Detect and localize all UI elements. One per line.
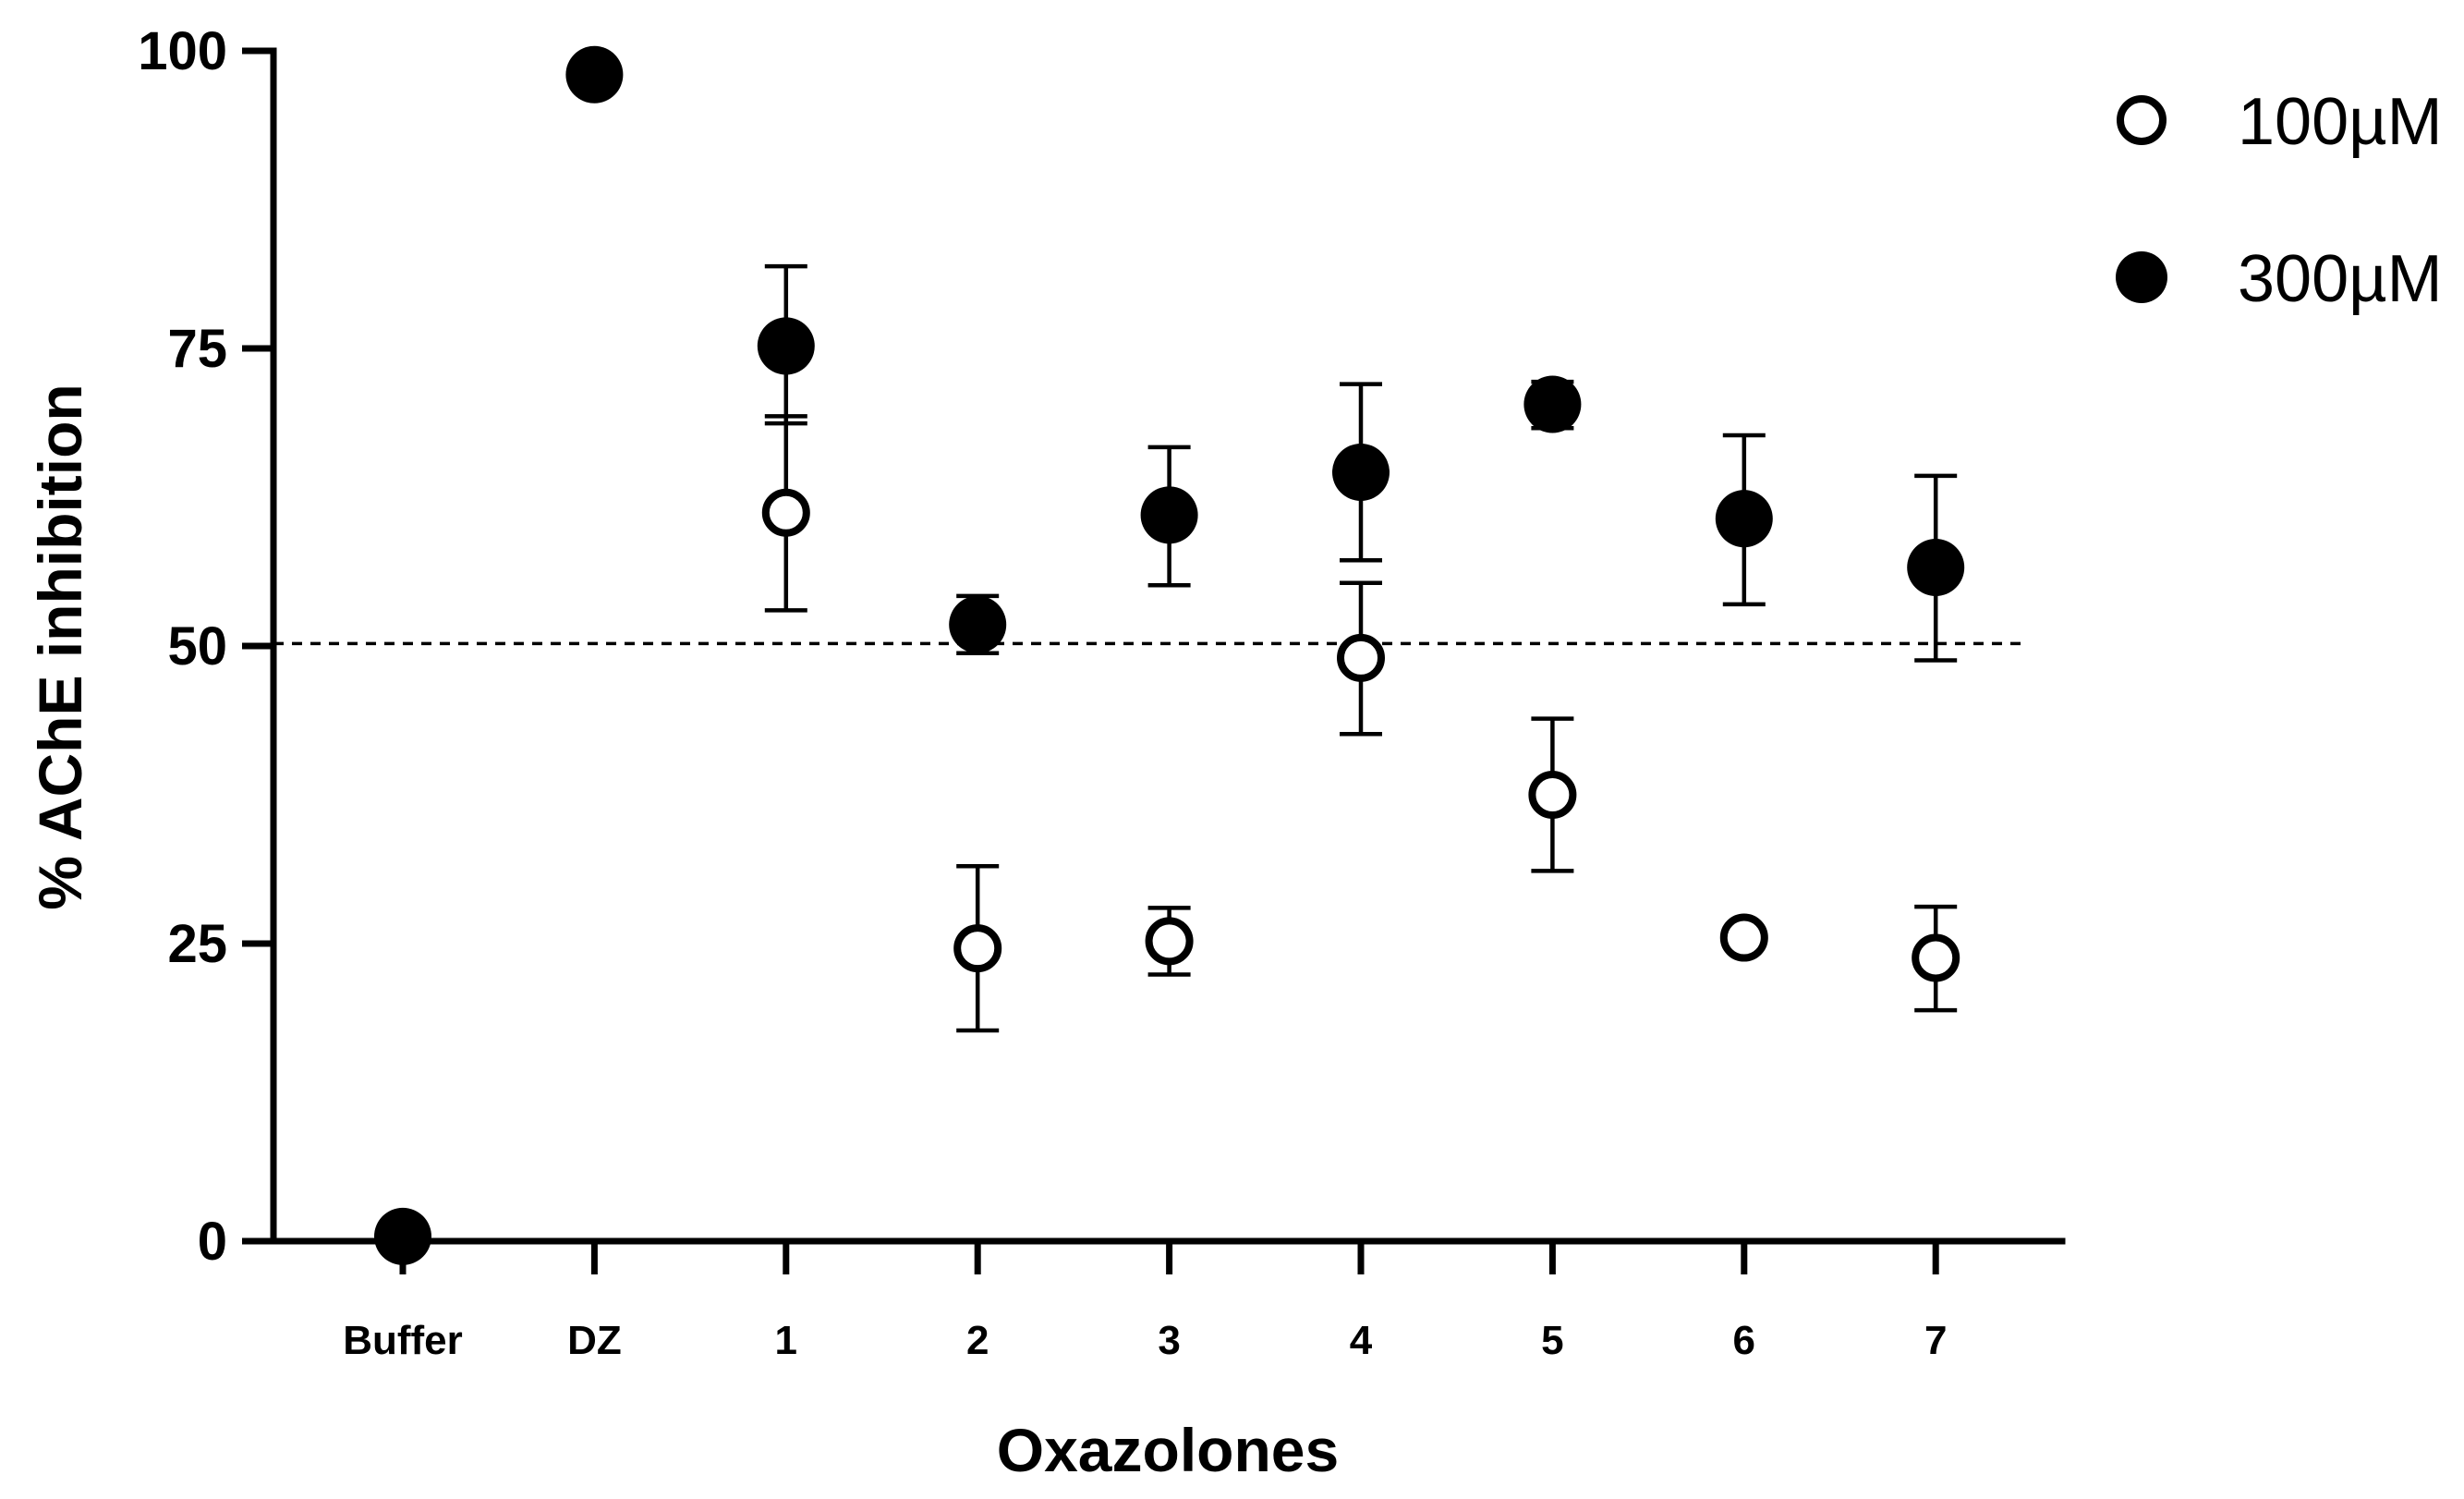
y-tick-label: 0 (198, 1212, 227, 1272)
axes: 0 25 50 75 100 Buffer DZ 1 2 3 4 5 6 7 (138, 21, 2066, 1363)
data-point-100uM (1912, 933, 1960, 982)
legend: 100µM 300µM (2116, 85, 2443, 316)
data-point-100uM (1528, 771, 1577, 819)
legend-label: 300µM (2238, 242, 2443, 316)
data-point-300uM (757, 317, 815, 375)
x-tick-label: 1 (775, 1318, 797, 1363)
x-tick-label: 7 (1924, 1318, 1947, 1363)
x-tick-label: 6 (1733, 1318, 1755, 1363)
data-point-100uM (1719, 913, 1768, 962)
data-point-300uM (1523, 375, 1582, 433)
y-tick-label: 75 (167, 319, 227, 379)
data-point-100uM (761, 488, 810, 537)
data-point-100uM (953, 924, 1002, 973)
legend-marker-300uM (2116, 251, 2167, 303)
x-tick-label: Buffer (343, 1318, 463, 1363)
x-tick-label: 3 (1158, 1318, 1180, 1363)
x-tick-label: 5 (1541, 1318, 1563, 1363)
data-point-300uM (949, 595, 1007, 653)
y-tick-label: 50 (167, 616, 227, 676)
x-tick-label: 2 (966, 1318, 989, 1363)
y-tick-label: 25 (167, 914, 227, 974)
data-point-300uM (374, 1207, 431, 1265)
y-tick-label: 100 (138, 21, 227, 81)
x-axis-title: Oxazolones (997, 1416, 1339, 1484)
plot-area (273, 45, 2028, 1265)
data-point-100uM (1145, 917, 1194, 966)
legend-marker-100uM (2117, 95, 2167, 145)
data-point-300uM (1907, 538, 1965, 596)
y-axis-title: % AChE inhibition (26, 384, 94, 909)
legend-label: 100µM (2238, 85, 2443, 159)
data-point-300uM (1140, 486, 1198, 544)
x-tick-label: DZ (567, 1318, 622, 1363)
data-point-300uM (1715, 490, 1773, 548)
data-point-300uM (1332, 443, 1390, 501)
data-point-300uM (565, 45, 624, 104)
x-tick-label: 4 (1350, 1318, 1373, 1363)
data-point-100uM (1337, 633, 1385, 682)
